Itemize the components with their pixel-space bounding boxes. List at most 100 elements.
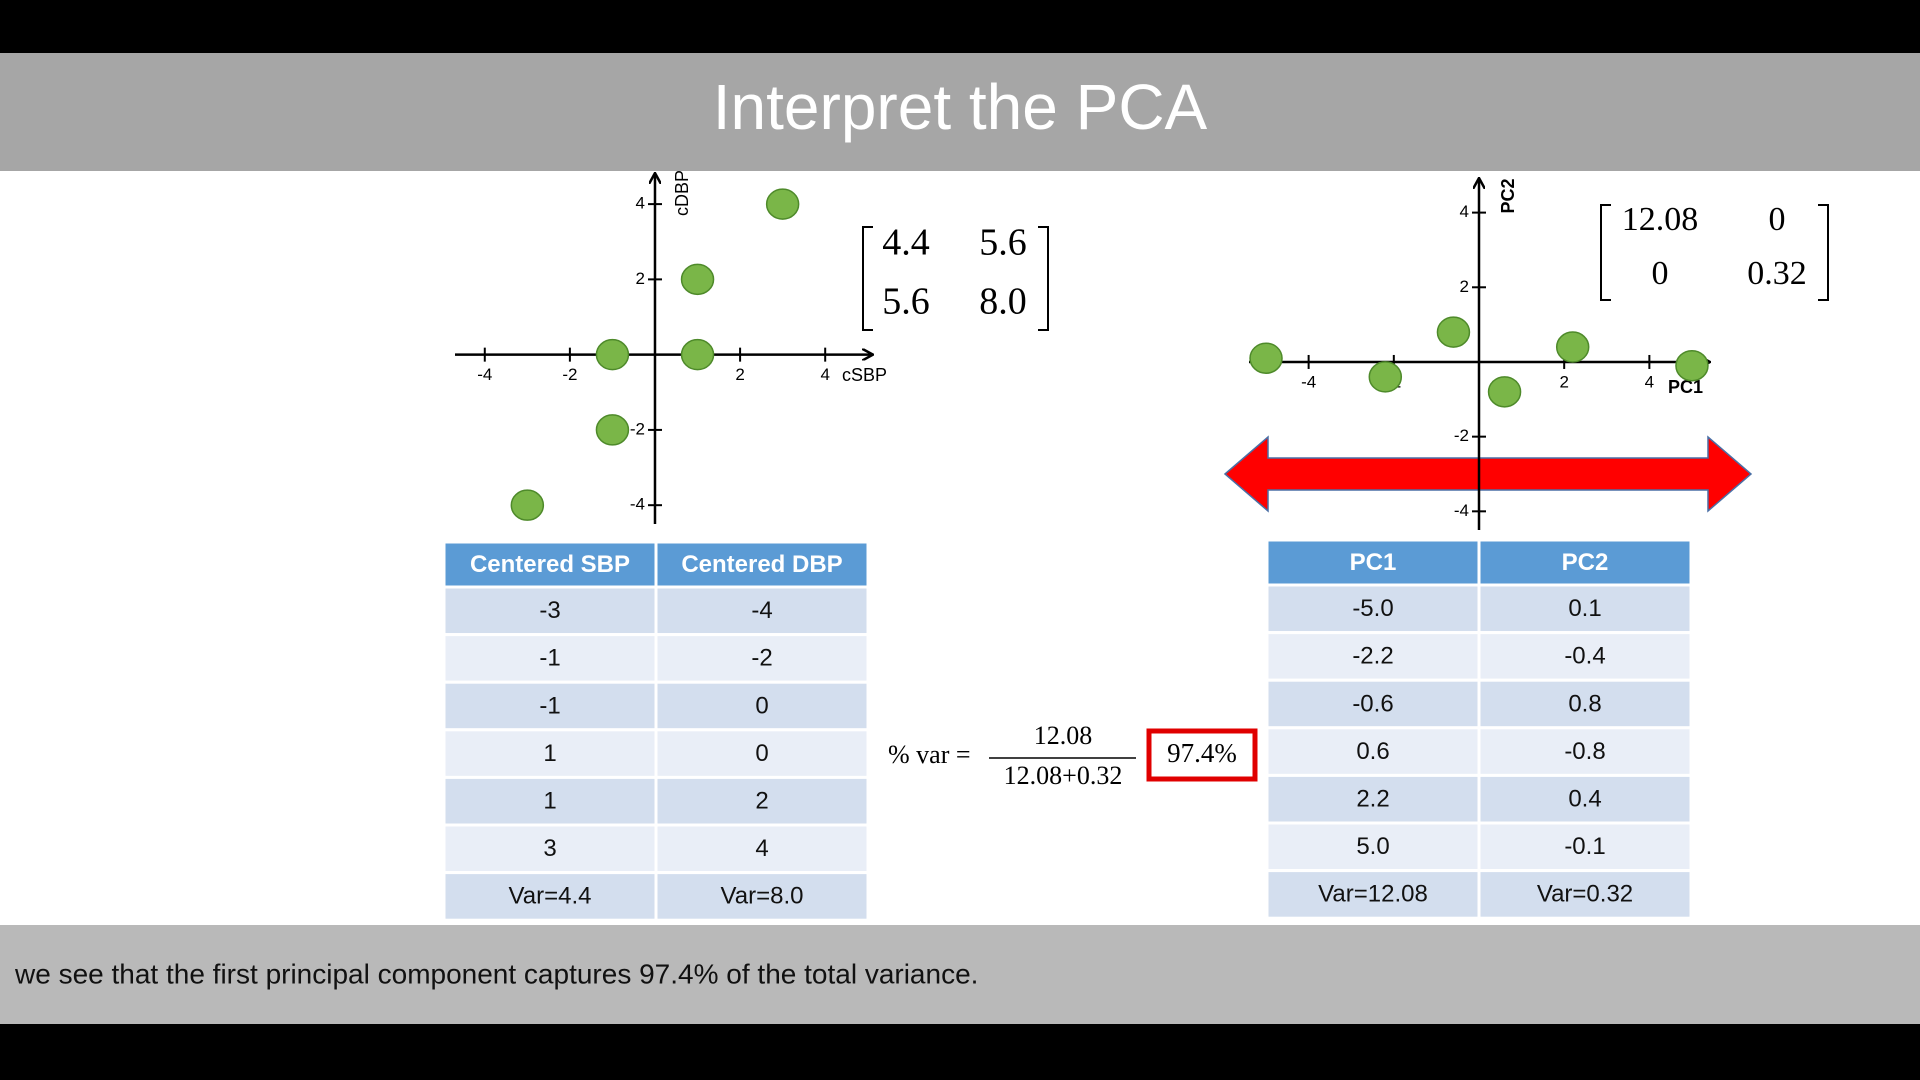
x-tick-label: -4: [477, 365, 492, 384]
formula-lhs: % var =: [888, 740, 971, 769]
y-tick-label: 4: [1460, 202, 1469, 221]
point: [765, 188, 800, 220]
table-cell-text: -0.1: [1564, 833, 1605, 860]
variance-arrow: [1223, 435, 1753, 513]
table-header-text: PC2: [1562, 549, 1609, 576]
table-cell-text: 0: [755, 692, 768, 719]
point: [1555, 331, 1590, 363]
bracket: [1038, 226, 1049, 331]
table-cell: [654, 871, 870, 922]
point: [1487, 376, 1522, 408]
y-axis-label: cDBP: [672, 170, 692, 216]
y-tick-label: 2: [636, 269, 645, 288]
table-cell-text: 0.4: [1568, 786, 1601, 813]
table: Centered SBP Centered DBP -3 -4 -1 -2 -1 0 1 0 1 2 3…: [442, 540, 870, 922]
table-cell: [1477, 726, 1693, 777]
result-box: [1146, 728, 1258, 782]
x-tick-label: 4: [1645, 372, 1654, 391]
table-cell-text: 0.1: [1568, 595, 1601, 622]
point: [1436, 316, 1471, 348]
table-cell: [1265, 726, 1481, 777]
table-cell-text: 0: [755, 740, 768, 767]
table-cell-text: 3: [543, 835, 556, 862]
point: [595, 338, 630, 371]
table-cell-text: 2.2: [1356, 786, 1389, 813]
table-cell: [1477, 583, 1693, 635]
x-tick-label: -2: [562, 365, 577, 384]
table-cell-text: 0.6: [1356, 738, 1389, 765]
table-header-text: PC1: [1350, 549, 1397, 576]
y-tick-label: -2: [1454, 426, 1469, 445]
x-tick-label: 4: [820, 365, 829, 384]
table-cell: [654, 823, 870, 875]
point: [595, 414, 630, 446]
slide-title: Interpret the PCA: [713, 71, 1208, 143]
table-header-text: Centered SBP: [470, 551, 630, 578]
matrix-entry: 0: [1769, 201, 1786, 238]
table-cell-text: Var=0.32: [1537, 881, 1633, 908]
table-cell-text: -0.4: [1564, 643, 1605, 670]
table-header-text: Centered DBP: [681, 551, 842, 578]
table-cell-text: -3: [539, 597, 560, 624]
table-header-cell: [654, 540, 870, 589]
table-cell-text: -0.6: [1352, 690, 1393, 717]
table-cell-text: Var=12.08: [1318, 881, 1428, 908]
table-cell-text: 2: [755, 788, 768, 815]
point: [680, 338, 715, 371]
x-tick-label: 2: [1559, 372, 1568, 391]
point: [680, 263, 715, 296]
x-axis-label: cSBP: [842, 365, 887, 385]
point: [1675, 349, 1709, 382]
formula: % var = 12.08 12.08+0.32 97.4%: [888, 721, 1258, 790]
table-cell-text: 1: [543, 740, 556, 767]
point: [1368, 361, 1403, 393]
bracket: [862, 226, 873, 331]
point: [510, 489, 545, 521]
table-cell: [1477, 821, 1693, 873]
y-tick-label: -4: [630, 495, 645, 514]
table-cell-text: -1: [539, 692, 560, 719]
table-cell-text: -0.8: [1564, 738, 1605, 765]
table-header-cell: [1265, 538, 1481, 587]
table-cell-text: -4: [751, 597, 772, 624]
caption-bar: [0, 925, 1920, 1024]
caption: we see that the first principal componen…: [14, 958, 978, 989]
bracket: [1600, 204, 1611, 301]
table-cell-text: -1: [539, 645, 560, 672]
matrix-entry: 5.6: [979, 222, 1027, 264]
y-tick-label: -4: [1454, 501, 1469, 520]
table-cell-text: -5.0: [1352, 595, 1393, 622]
table-cell-text: 0.8: [1568, 690, 1601, 717]
table-cell: [654, 775, 870, 827]
matrix-entry: 5.6: [882, 281, 930, 323]
table-cell: [442, 585, 658, 637]
matrix: 4.4 5.6 5.6 8.0: [862, 222, 1049, 331]
table: PC1 PC2 -5.0 0.1 -2.2 -0.4 -0.6 0.8 0.6 -0.8 2.2 0.…: [1265, 538, 1693, 920]
matrix-entry: 0.32: [1747, 255, 1807, 292]
table-cell-text: -2.2: [1352, 643, 1393, 670]
y-tick-label: 2: [1460, 277, 1469, 296]
table-cell-text: 1: [543, 788, 556, 815]
matrix: 12.08 0 0 0.32: [1600, 201, 1829, 301]
x-axis-label: PC1: [1668, 377, 1703, 397]
x-tick-label: 2: [735, 365, 744, 384]
matrix-entry: 0: [1652, 255, 1669, 292]
table-cell-text: 4: [755, 835, 768, 862]
formula-numerator: 12.08: [1034, 721, 1093, 750]
bracket: [1818, 204, 1829, 301]
title-bar: [0, 53, 1920, 171]
table-cell: [1477, 869, 1693, 920]
table-cell-text: -2: [751, 645, 772, 672]
formula-result: 97.4%: [1167, 738, 1237, 768]
formula-denominator: 12.08+0.32: [1004, 761, 1123, 790]
y-axis-label: PC2: [1498, 178, 1518, 213]
table-cell: [654, 633, 870, 684]
y-tick-label: 4: [636, 194, 645, 213]
x-tick-label: -4: [1301, 372, 1316, 391]
point: [1249, 342, 1283, 374]
y-tick-label: -2: [630, 419, 645, 438]
table-cell-text: Var=4.4: [509, 883, 592, 910]
